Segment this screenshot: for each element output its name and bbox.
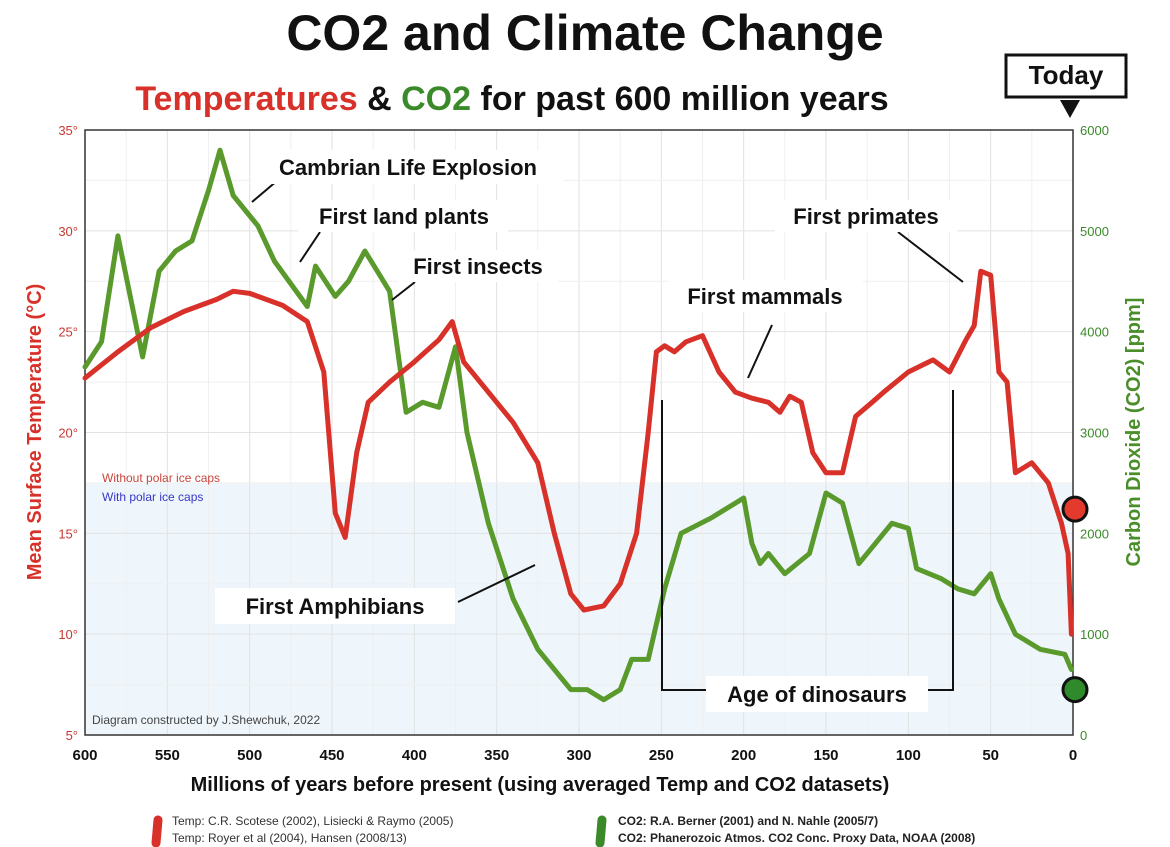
y-left-tick-label: 15° [58, 526, 78, 541]
legend-without-ice: Without polar ice caps [102, 471, 220, 485]
annotation-insects: First insects [413, 254, 543, 279]
annotation-cambrian: Cambrian Life Explosion [279, 155, 537, 180]
annotation-primates: First primates [793, 204, 939, 229]
y-right-tick-label: 5000 [1080, 224, 1109, 239]
x-tick-label: 500 [237, 747, 262, 764]
y-right-tick-label: 0 [1080, 728, 1087, 743]
diagram-credit: Diagram constructed by J.Shewchuk, 2022 [92, 713, 320, 727]
y-left-tick-label: 30° [58, 224, 78, 239]
x-axis-label: Millions of years before present (using … [191, 774, 890, 796]
y-right-tick-label: 4000 [1080, 325, 1109, 340]
co2-source-1: CO2: R.A. Berner (2001) and N. Nahle (20… [618, 814, 878, 828]
annotation-amphibians: First Amphibians [246, 594, 425, 619]
chart-subtitle: Temperatures & CO2 for past 600 million … [135, 80, 888, 118]
y-left-tick-label: 10° [58, 627, 78, 642]
x-tick-label: 300 [566, 747, 591, 764]
y-right-tick-label: 1000 [1080, 627, 1109, 642]
x-tick-label: 0 [1069, 747, 1077, 764]
x-tick-label: 400 [402, 747, 427, 764]
legend-with-ice: With polar ice caps [102, 490, 203, 504]
y-right-ticks: 0 1000 2000 3000 4000 5000 6000 [1080, 123, 1109, 743]
x-tick-label: 550 [155, 747, 180, 764]
annotation-land-plants: First land plants [319, 204, 489, 229]
y-left-tick-label: 5° [66, 728, 78, 743]
y-left-ticks: 5° 10° 15° 20° 25° 30° 35° [58, 123, 78, 743]
pointer-mammals [747, 324, 773, 379]
y-right-tick-label: 2000 [1080, 526, 1109, 541]
x-tick-label: 200 [731, 747, 756, 764]
temperature-series-line [82, 268, 1074, 637]
pointer-amphibians [457, 564, 536, 603]
pointer-insects [391, 281, 416, 301]
annot-bg-mammals [668, 280, 863, 312]
temp-source-2: Temp: Royer et al (2004), Hansen (2008/1… [172, 831, 407, 845]
dinosaurs-bracket-right [925, 390, 954, 691]
x-tick-label: 600 [72, 747, 97, 764]
y-right-tick-label: 6000 [1080, 123, 1109, 138]
pointer-land-plants [299, 231, 321, 263]
y-left-tick-label: 35° [58, 123, 78, 138]
annot-bg-primates [775, 200, 957, 232]
today-arrow-icon [1060, 100, 1080, 118]
x-tick-label: 50 [982, 747, 999, 764]
x-tick-label: 100 [896, 747, 921, 764]
chart-title: CO2 and Climate Change [286, 5, 883, 61]
co2-source-swatch [595, 815, 607, 847]
annotation-pointers [251, 179, 964, 691]
x-tick-label: 250 [649, 747, 674, 764]
y-left-tick-label: 25° [58, 325, 78, 340]
plot-border [84, 129, 1074, 736]
annot-bg-cambrian [252, 150, 564, 184]
annot-bg-dinosaurs [706, 676, 928, 712]
subtitle-rest: for past 600 million years [471, 80, 889, 118]
x-tick-label: 150 [813, 747, 838, 764]
annot-bg-insects [398, 250, 558, 282]
y-left-tick-label: 20° [58, 426, 78, 441]
x-tick-label: 350 [484, 747, 509, 764]
y-right-tick-label: 3000 [1080, 426, 1109, 441]
x-tick-label: 450 [319, 747, 344, 764]
annotation-mammals: First mammals [687, 284, 842, 309]
x-ticks: 600 550 500 450 400 350 300 250 200 150 100 50 0 [72, 747, 1077, 764]
pointer-primates [897, 231, 964, 283]
co2-source-2: CO2: Phanerozoic Atmos. CO2 Conc. Proxy … [618, 831, 975, 845]
y-left-label: Mean Surface Temperature (°C) [24, 284, 46, 581]
today-temperature-marker [1061, 495, 1089, 523]
today-box [1004, 53, 1128, 99]
subtitle-temperatures: Temperatures [135, 80, 357, 118]
annot-bg-amphibians [215, 588, 455, 624]
temp-source-1: Temp: C.R. Scotese (2002), Lisiecki & Ra… [172, 814, 453, 828]
today-co2-marker [1061, 676, 1089, 704]
co2-series-line [82, 147, 1074, 703]
annot-bg-land-plants [298, 200, 508, 232]
dinosaurs-bracket-left [661, 400, 708, 691]
annotation-dinosaurs: Age of dinosaurs [727, 682, 907, 707]
today-label: Today [1029, 60, 1104, 90]
y-right-label: Carbon Dioxide (CO2) [ppm] [1123, 298, 1145, 567]
temperature-source-swatch [151, 815, 163, 847]
subtitle-ampersand: & [358, 80, 401, 118]
subtitle-co2: CO2 [401, 80, 471, 118]
